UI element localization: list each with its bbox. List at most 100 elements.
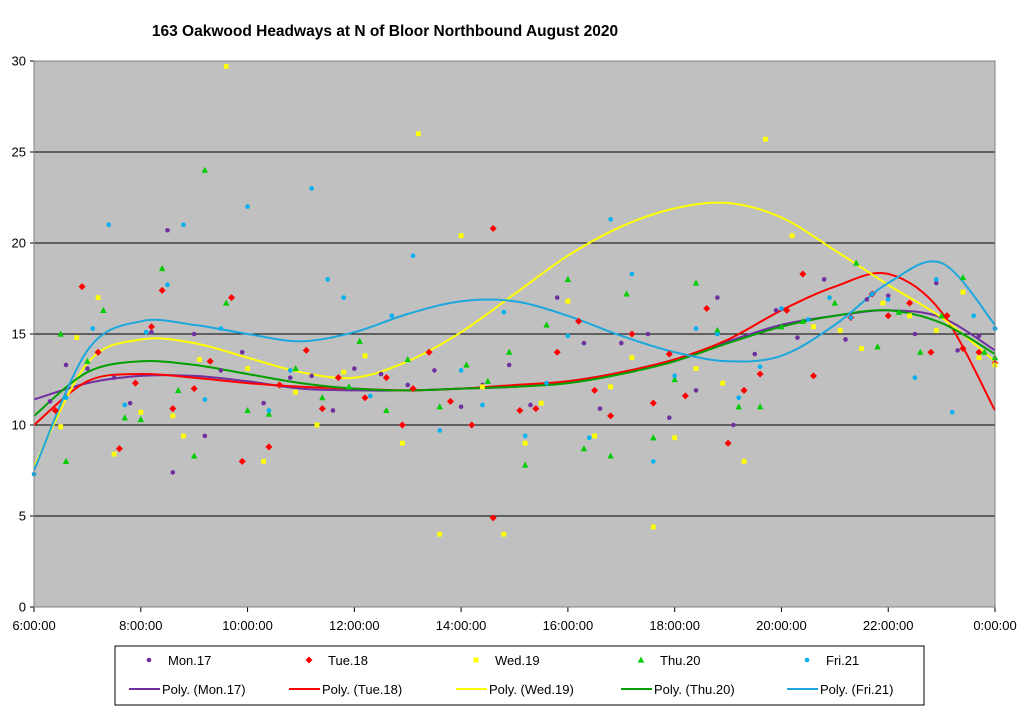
data-point-wed-19 — [314, 422, 320, 428]
data-point-tue-18 — [334, 374, 342, 382]
trendline-poly-thu-20 — [33, 309, 996, 417]
data-point-mon-17 — [955, 348, 960, 353]
data-point-fri-21 — [693, 326, 699, 331]
legend-label-poly-mon-17: Poly. (Mon.17) — [162, 682, 246, 697]
data-point-thu-20 — [201, 166, 209, 173]
data-point-tue-18 — [265, 443, 273, 451]
data-point-wed-19 — [976, 355, 982, 361]
data-point-tue-18 — [51, 406, 59, 414]
legend: Mon.17 Tue.18 Wed.19 Thu.20 Fri.21 Poly. (Mon… — [114, 645, 925, 706]
x-tick-label: 0:00:00 — [973, 618, 1016, 633]
data-point-wed-19 — [608, 384, 613, 390]
data-point-mon-17 — [752, 351, 758, 357]
data-point-tue-18 — [302, 346, 310, 354]
data-point-tue-18 — [489, 224, 497, 232]
data-point-wed-19 — [763, 136, 768, 142]
data-point-mon-17 — [731, 422, 736, 428]
data-point-tue-18 — [147, 323, 155, 331]
data-point-thu-20 — [874, 343, 881, 350]
data-point-fri-21 — [181, 222, 186, 228]
data-point-thu-20 — [292, 365, 299, 372]
legend-label-poly-wed-19: Poly. (Wed.19) — [489, 682, 574, 697]
x-axis: 6:00:00 8:00:00 10:00:00 12:00:00 14:00:00 16… — [12, 606, 1017, 633]
data-point-wed-19 — [880, 300, 886, 306]
data-point-mon-17 — [885, 293, 891, 299]
data-point-wed-19 — [501, 531, 507, 537]
data-point-tue-18 — [628, 330, 636, 338]
data-point-mon-17 — [218, 368, 224, 373]
data-point-thu-20 — [383, 406, 390, 414]
data-point-thu-20 — [799, 317, 806, 324]
data-point-wed-19 — [362, 353, 368, 359]
data-point-tue-18 — [975, 348, 983, 356]
data-point-tue-18 — [516, 406, 524, 414]
trendline-poly-wed-19 — [33, 201, 996, 468]
data-point-fri-21 — [287, 368, 293, 373]
legend-label-tue-18: Tue.18 — [328, 653, 368, 668]
data-point-mon-17 — [261, 400, 266, 406]
data-point-thu-20 — [692, 279, 700, 286]
data-point-tue-18 — [94, 348, 102, 356]
x-tick-label: 22:00:00 — [863, 618, 914, 633]
data-point-wed-19 — [650, 524, 656, 530]
data-point-fri-21 — [757, 364, 763, 370]
y-tick-label: 15 — [12, 327, 26, 342]
trendline-layer — [33, 201, 996, 471]
data-point-mon-17 — [528, 402, 533, 408]
data-point-wed-19 — [720, 380, 726, 386]
data-point-mon-17 — [352, 366, 357, 371]
data-point-tue-18 — [553, 348, 561, 356]
data-point-thu-20 — [564, 275, 572, 282]
data-point-tue-18 — [575, 317, 583, 325]
data-point-tue-18 — [238, 457, 246, 465]
data-point-tue-18 — [206, 357, 214, 365]
legend-marker-wed-19 — [473, 657, 479, 663]
data-point-mon-17 — [645, 331, 651, 337]
data-point-mon-17 — [912, 331, 918, 337]
data-point-tue-18 — [703, 305, 711, 313]
data-point-fri-21 — [848, 315, 854, 320]
data-point-fri-21 — [544, 380, 549, 386]
data-point-mon-17 — [330, 408, 336, 413]
data-point-tue-18 — [489, 514, 497, 522]
data-point-tue-18 — [398, 421, 406, 429]
data-point-wed-19 — [95, 295, 101, 300]
data-point-wed-19 — [111, 451, 117, 457]
data-point-mon-17 — [191, 331, 197, 337]
data-point-thu-20 — [778, 323, 785, 330]
data-point-thu-20 — [463, 361, 470, 368]
legend-marker-thu-20 — [637, 656, 645, 663]
legend-label-wed-19: Wed.19 — [495, 653, 540, 668]
y-axis: 0 5 10 15 20 25 30 — [12, 54, 35, 615]
data-point-fri-21 — [143, 329, 149, 335]
data-point-wed-19 — [933, 327, 939, 333]
data-point-fri-21 — [522, 433, 528, 439]
data-point-thu-20 — [917, 348, 924, 355]
data-point-mon-17 — [821, 277, 827, 282]
data-point-fri-21 — [202, 397, 208, 402]
x-tick-label: 14:00:00 — [436, 618, 487, 633]
y-tick-label: 5 — [19, 509, 26, 524]
data-point-mon-17 — [581, 340, 587, 346]
x-tick-label: 6:00:00 — [12, 618, 55, 633]
data-point-fri-21 — [341, 295, 346, 300]
data-point-tue-18 — [361, 394, 369, 402]
data-point-tue-18 — [446, 397, 454, 405]
data-point-tue-18 — [276, 381, 284, 389]
data-point-thu-20 — [831, 299, 839, 306]
legend-label-fri-21: Fri.21 — [826, 653, 859, 668]
legend-marker-tue-18 — [305, 656, 313, 664]
y-tick-label: 0 — [19, 600, 26, 615]
data-point-fri-21 — [608, 217, 613, 222]
data-point-wed-19 — [693, 366, 699, 371]
data-point-wed-19 — [629, 355, 635, 361]
data-point-mon-17 — [618, 340, 624, 346]
data-point-wed-19 — [859, 346, 864, 351]
data-point-fri-21 — [480, 402, 485, 408]
series-fri-21 — [31, 186, 998, 477]
data-point-fri-21 — [933, 277, 939, 282]
x-tick-label: 10:00:00 — [222, 618, 273, 633]
data-point-thu-20 — [84, 357, 91, 364]
data-point-wed-19 — [58, 424, 64, 430]
data-point-thu-20 — [174, 386, 182, 394]
